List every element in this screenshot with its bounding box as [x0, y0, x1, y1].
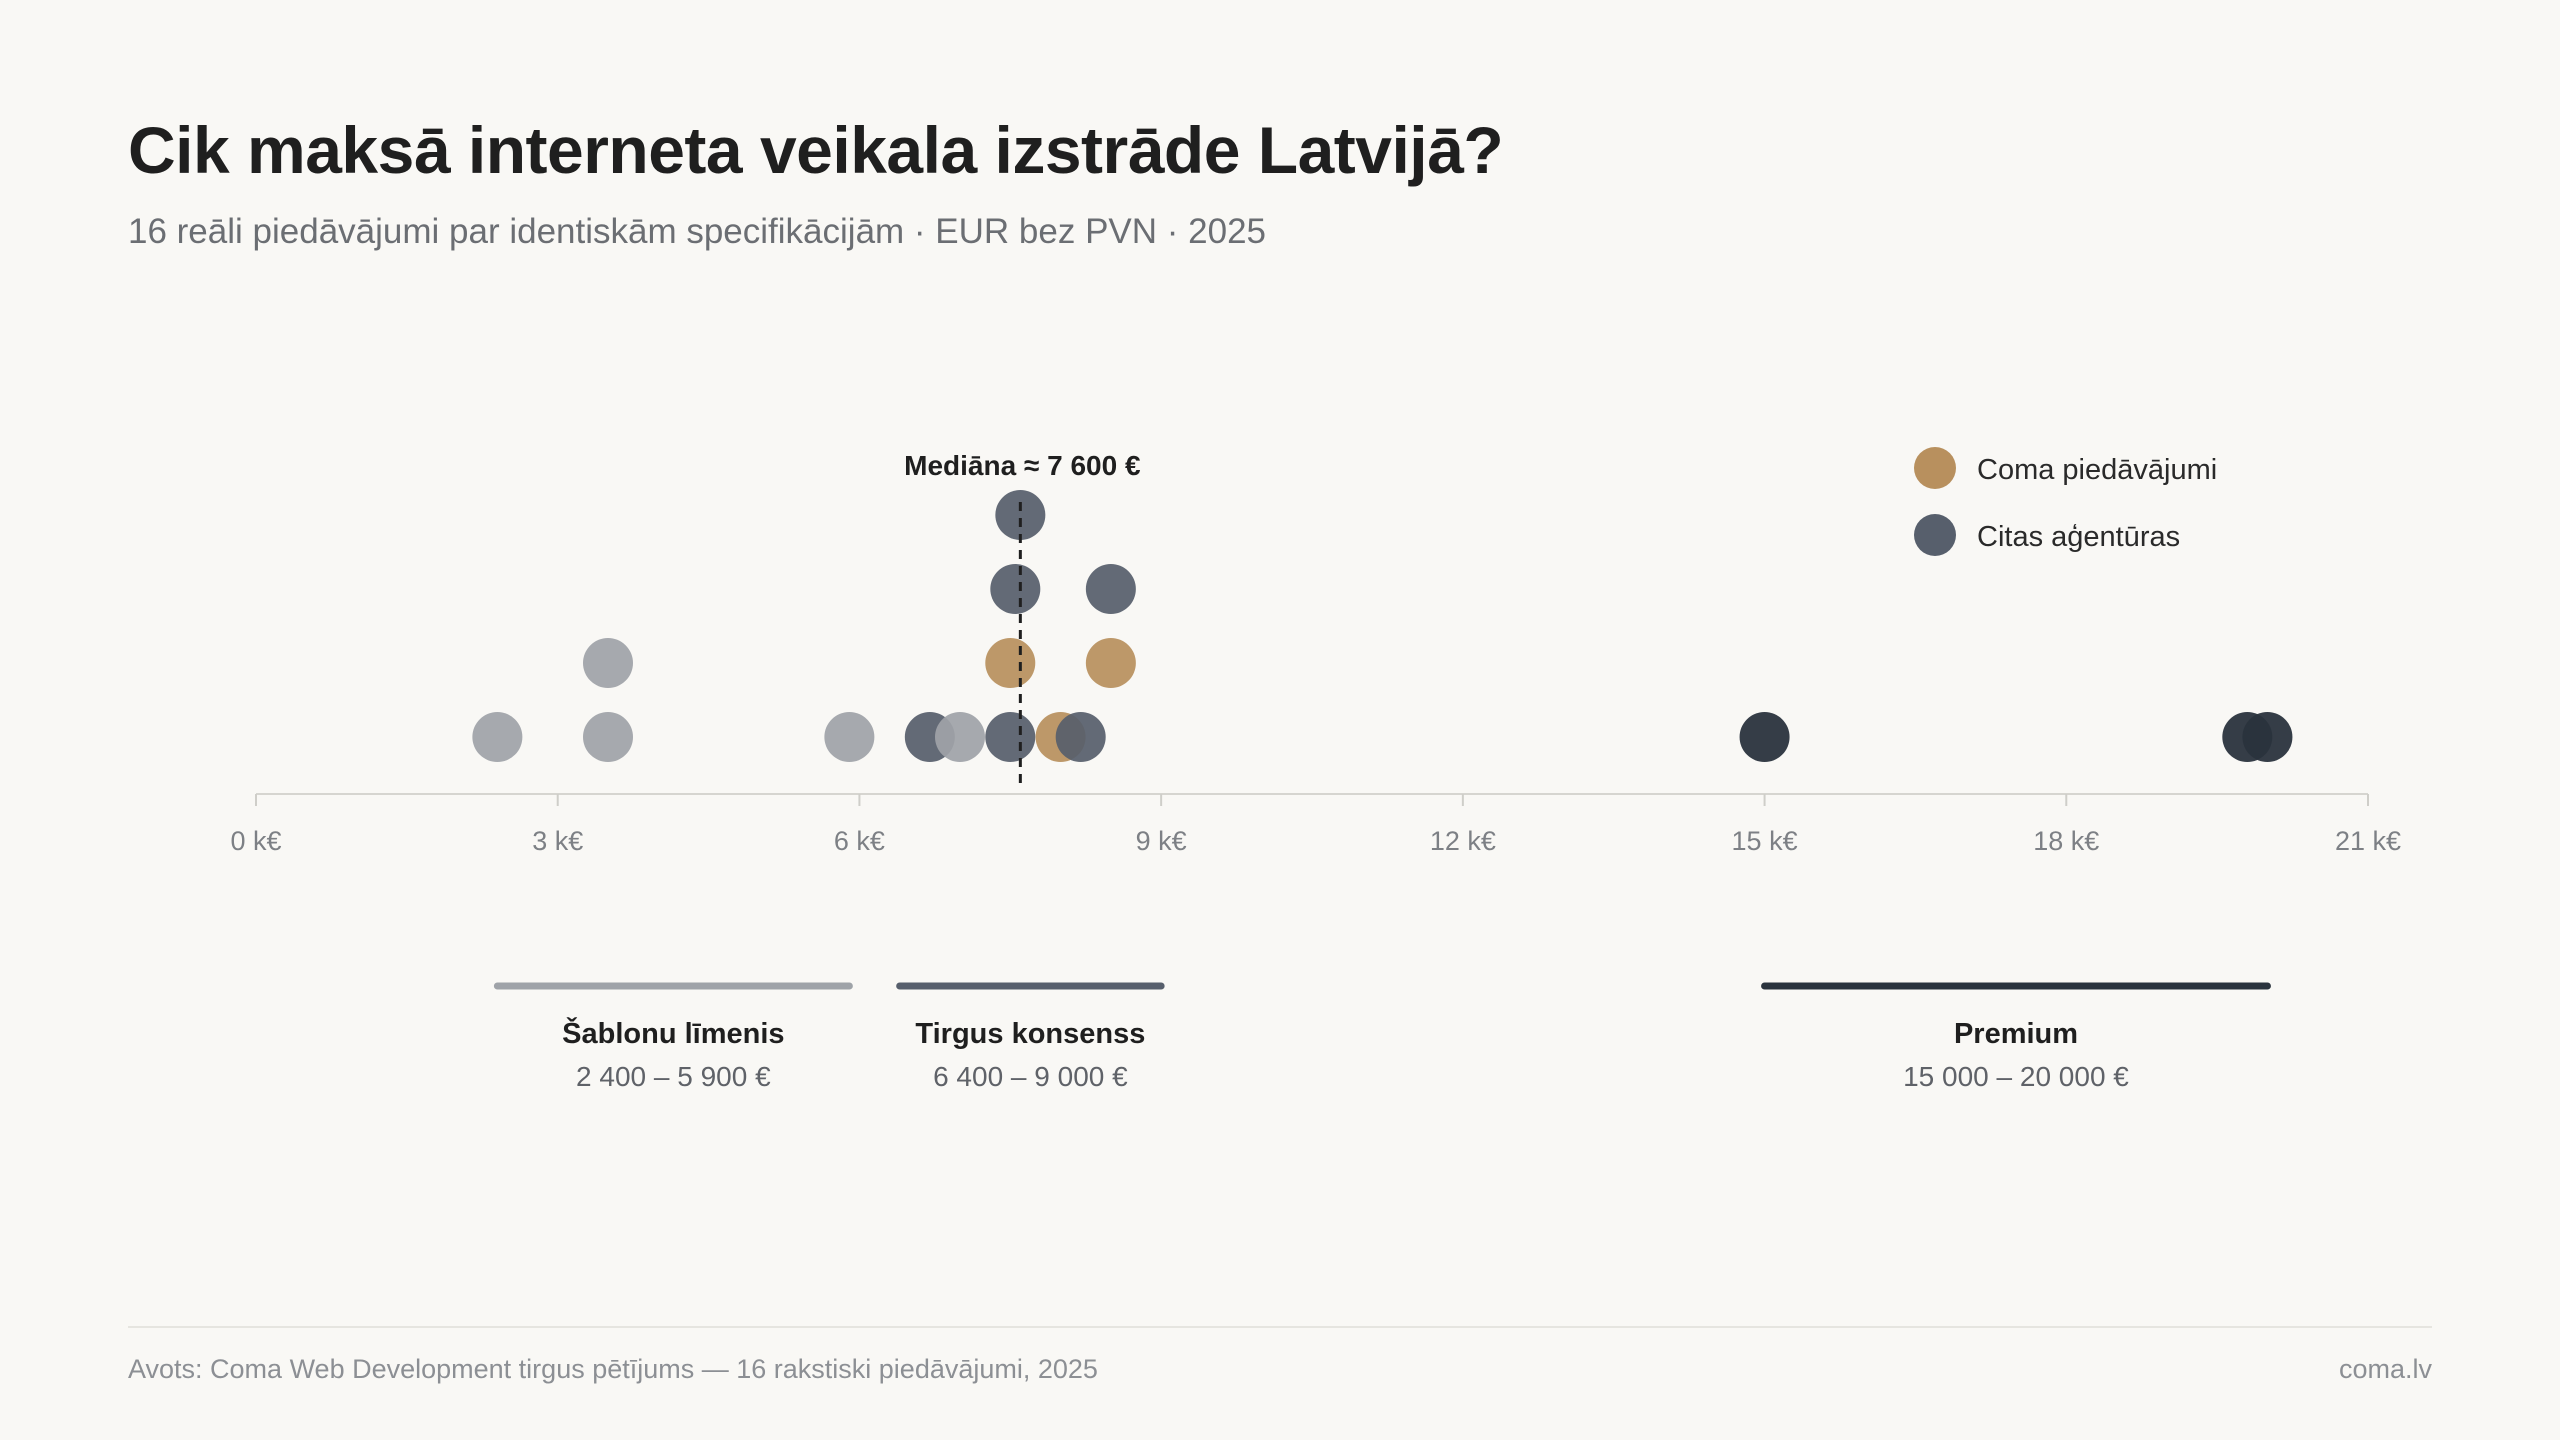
range-values: 2 400 – 5 900 € — [576, 1061, 771, 1092]
agency-offer-point — [995, 490, 1046, 540]
x-axis: 0 k€ 3 k€ 6 k€ 9 k€ 12 k€ 15 k€ 18 k€ 21 k€ — [230, 793, 2401, 856]
x-tick-label: 21 k€ — [2335, 826, 2401, 856]
range-name: Šablonu līmenis — [562, 1016, 784, 1050]
x-tick-label: 9 k€ — [1136, 826, 1187, 856]
range-name: Tirgus konsenss — [915, 1018, 1145, 1050]
legend-swatch-coma — [1914, 447, 1956, 489]
coma-offer-point — [985, 638, 1036, 688]
legend-label-coma: Coma piedāvājumi — [1977, 454, 2217, 486]
agency-offer-point — [472, 712, 523, 762]
agency-offer-point — [824, 712, 875, 762]
price-ranges: Šablonu līmenis 2 400 – 5 900 € Tirgus kon… — [493, 982, 2271, 1092]
x-tick-label: 0 k€ — [230, 826, 281, 856]
range-name: Premium — [1954, 1018, 2078, 1050]
median-label: Mediāna ≈ 7 600 € — [904, 450, 1141, 481]
legend-swatch-other — [1914, 514, 1956, 556]
brand-link[interactable]: coma.lv — [2338, 1354, 2432, 1384]
x-tick-label: 12 k€ — [1430, 826, 1496, 856]
page-title: Cik maksā interneta veikala izstrāde Lat… — [128, 113, 1504, 187]
legend: Coma piedāvājumi Citas aģentūras — [1914, 447, 2217, 556]
agency-offer-point — [583, 638, 633, 688]
agency-offer-point — [1739, 712, 1790, 762]
page-subtitle: 16 reāli piedāvājumi par identiskām spec… — [128, 212, 1266, 251]
range-values: 6 400 – 9 000 € — [933, 1061, 1128, 1092]
coma-offer-point — [1085, 638, 1136, 688]
legend-label-other: Citas aģentūras — [1977, 521, 2180, 553]
agency-offer-point — [985, 712, 1036, 762]
agency-offer-point — [1055, 712, 1106, 762]
range-values: 15 000 – 20 000 € — [1903, 1061, 2129, 1092]
median-marker: Mediāna ≈ 7 600 € — [904, 450, 1141, 786]
x-tick-label: 15 k€ — [1732, 826, 1798, 856]
footer-divider — [128, 1326, 2432, 1328]
agency-offer-point — [935, 712, 985, 762]
x-tick-label: 6 k€ — [834, 826, 885, 856]
data-points — [472, 490, 2293, 762]
agency-offer-point — [1085, 564, 1136, 614]
x-tick-label: 3 k€ — [532, 826, 583, 856]
agency-offer-point — [583, 712, 633, 762]
agency-offer-point — [2242, 712, 2293, 762]
x-tick-label: 18 k€ — [2033, 826, 2099, 856]
agency-offer-point — [990, 564, 1041, 614]
source-note: Avots: Coma Web Development tirgus pētīj… — [128, 1354, 1098, 1384]
